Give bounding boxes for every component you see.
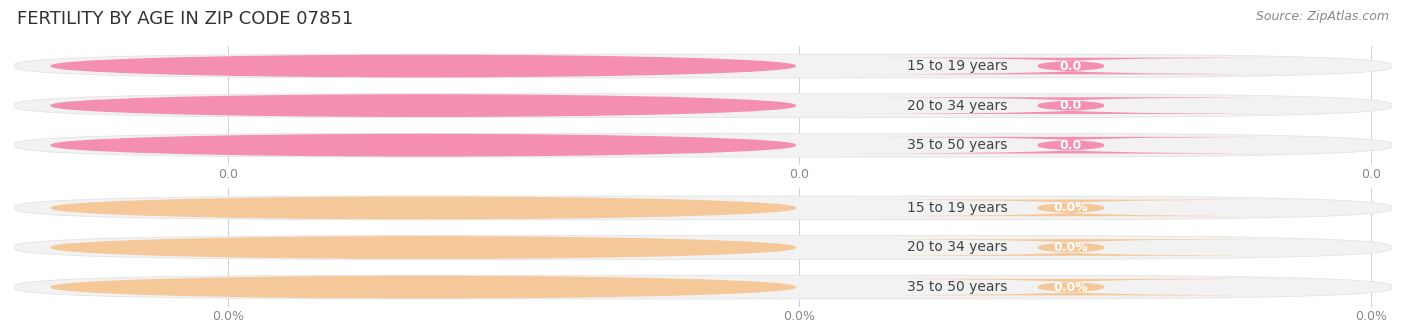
- Text: 35 to 50 years: 35 to 50 years: [907, 138, 1007, 152]
- FancyBboxPatch shape: [14, 236, 1392, 259]
- Text: 0.0: 0.0: [1060, 99, 1083, 112]
- FancyBboxPatch shape: [14, 275, 1392, 299]
- FancyBboxPatch shape: [844, 97, 1298, 114]
- FancyBboxPatch shape: [844, 137, 1298, 153]
- FancyBboxPatch shape: [14, 133, 1392, 157]
- FancyBboxPatch shape: [14, 94, 1392, 117]
- Circle shape: [51, 135, 796, 156]
- Text: 20 to 34 years: 20 to 34 years: [907, 99, 1007, 113]
- FancyBboxPatch shape: [14, 54, 1392, 78]
- FancyBboxPatch shape: [844, 279, 1298, 295]
- Text: 35 to 50 years: 35 to 50 years: [907, 280, 1007, 294]
- Circle shape: [51, 95, 796, 116]
- Text: 20 to 34 years: 20 to 34 years: [907, 241, 1007, 254]
- Text: 15 to 19 years: 15 to 19 years: [907, 201, 1008, 215]
- Circle shape: [51, 237, 796, 258]
- Text: Source: ZipAtlas.com: Source: ZipAtlas.com: [1256, 10, 1389, 23]
- FancyBboxPatch shape: [844, 58, 1298, 74]
- Text: 0.0%: 0.0%: [1053, 280, 1088, 294]
- Circle shape: [51, 277, 796, 298]
- Text: 0.0%: 0.0%: [1053, 201, 1088, 214]
- FancyBboxPatch shape: [844, 239, 1298, 256]
- Text: 0.0: 0.0: [1060, 139, 1083, 152]
- Text: 0.0: 0.0: [1060, 59, 1083, 73]
- Circle shape: [51, 55, 796, 77]
- Text: 15 to 19 years: 15 to 19 years: [907, 59, 1008, 73]
- FancyBboxPatch shape: [14, 196, 1392, 220]
- FancyBboxPatch shape: [844, 200, 1298, 216]
- Text: 0.0%: 0.0%: [1053, 241, 1088, 254]
- Circle shape: [51, 197, 796, 218]
- Text: FERTILITY BY AGE IN ZIP CODE 07851: FERTILITY BY AGE IN ZIP CODE 07851: [17, 10, 353, 28]
